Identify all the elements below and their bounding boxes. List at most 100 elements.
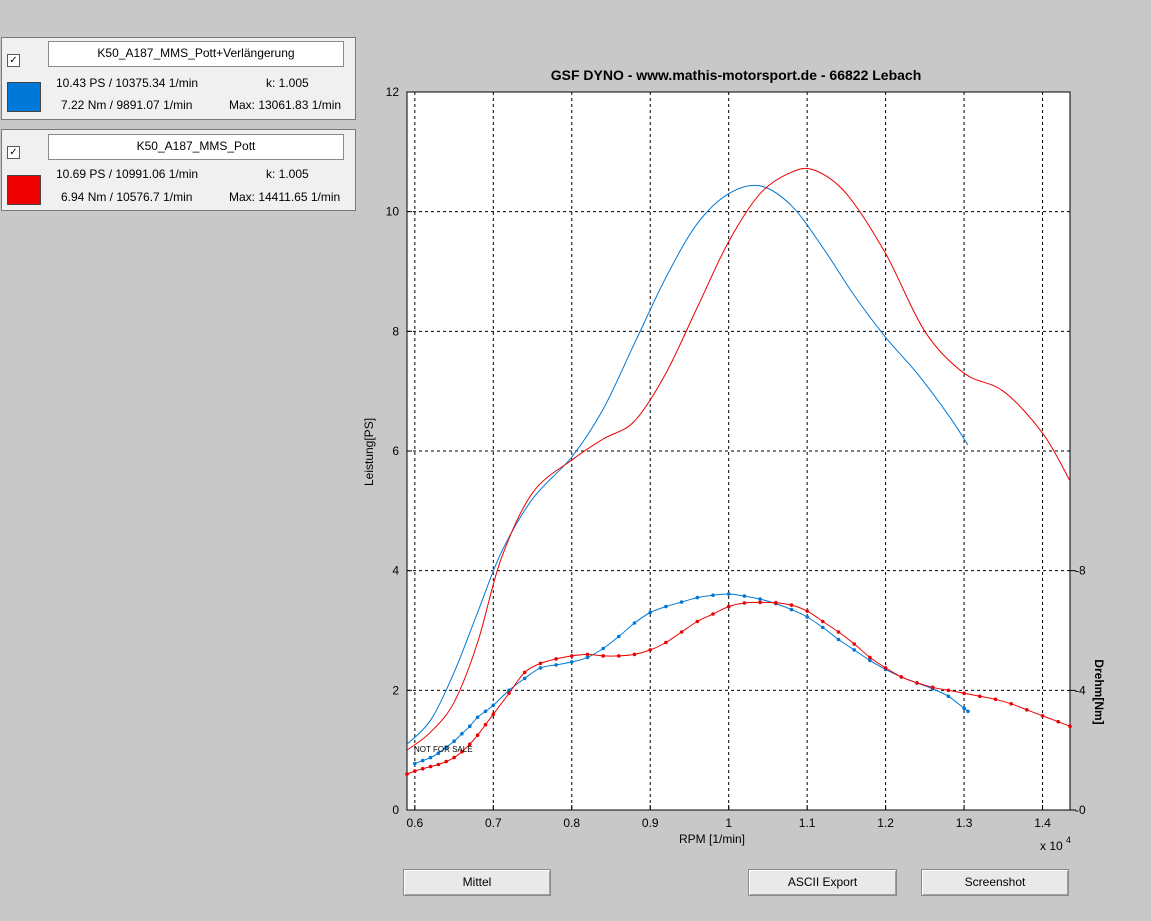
- torque-point: [711, 612, 715, 616]
- torque-point: [436, 751, 441, 755]
- run-1-checkbox[interactable]: ✓: [7, 54, 20, 67]
- x-tick-label: 1: [725, 816, 732, 830]
- y2-tick-label: -8: [1075, 564, 1086, 578]
- torque-point: [468, 742, 472, 746]
- torque-point: [507, 691, 511, 696]
- run-1-name-field[interactable]: K50_A187_MMS_Pott+Verlängerung: [48, 41, 344, 67]
- torque-point: [758, 600, 762, 605]
- torque-point: [483, 722, 488, 727]
- y-tick-label: 4: [392, 564, 399, 578]
- torque-point: [868, 655, 872, 660]
- run-1-max-rpm: Max: 13061.83 1/min: [229, 98, 342, 112]
- torque-point: [836, 630, 841, 634]
- run-2-checkbox[interactable]: ✓: [7, 146, 20, 159]
- run-panel-2: ✓ K50_A187_MMS_Pott 10.69 PS / 10991.06 …: [1, 129, 356, 211]
- torque-point: [601, 654, 605, 658]
- torque-point: [648, 610, 652, 615]
- torque-point: [679, 600, 684, 604]
- torque-point: [632, 652, 637, 657]
- torque-point: [774, 600, 778, 605]
- torque-point: [420, 766, 425, 771]
- power-curve: [406, 167, 1071, 751]
- y-tick-label: 12: [386, 85, 400, 99]
- torque-point: [413, 761, 417, 766]
- torque-point: [632, 621, 637, 625]
- torque-point: [726, 604, 731, 609]
- torque-point: [742, 594, 747, 598]
- torque-point: [962, 691, 966, 696]
- y-axis-label: Leistung[PS]: [362, 418, 376, 486]
- torque-point: [491, 703, 496, 708]
- run-1-color-swatch[interactable]: [7, 82, 41, 112]
- y2-tick-label: -0: [1075, 803, 1086, 817]
- mittel-button[interactable]: Mittel: [403, 869, 551, 896]
- axes: 0.6 0.7 0.8 0.9 1 1.1 1.2 1.3 1.4 0 2 4 6 8 10 12 -0 -4 -8: [386, 85, 1086, 830]
- torque-point: [1009, 702, 1013, 706]
- x-exponent: x 10: [1040, 839, 1063, 853]
- y-tick-label: 8: [392, 324, 399, 338]
- grid: [407, 92, 1070, 810]
- torque-point: [483, 709, 488, 714]
- torque-point: [1025, 708, 1029, 712]
- torque-point: [444, 759, 449, 764]
- x-tick-label: 1.3: [956, 816, 973, 830]
- torque-point: [695, 619, 700, 624]
- torque-point: [475, 733, 480, 737]
- run-2-torque: 6.94 Nm / 10576.7 1/min: [61, 190, 193, 204]
- torque-point: [460, 731, 464, 736]
- ascii-export-button[interactable]: ASCII Export: [748, 869, 897, 896]
- torque-point: [475, 715, 480, 720]
- torque-point: [805, 609, 809, 613]
- torque-point: [852, 648, 856, 652]
- torque-point: [570, 660, 574, 664]
- torque-point: [1056, 719, 1060, 724]
- torque-point: [1040, 714, 1045, 718]
- torque-point: [789, 603, 794, 607]
- y2-axis-label: Drehm[Nm]: [1092, 659, 1106, 724]
- x-tick-label: 1.1: [799, 816, 816, 830]
- torque-point: [742, 601, 747, 605]
- run-2-k-factor: k: 1.005: [266, 167, 309, 181]
- torque-point: [946, 688, 951, 693]
- torque-point: [413, 769, 417, 773]
- torque-point: [883, 666, 888, 670]
- torque-point: [726, 592, 731, 596]
- run-1-torque: 7.22 Nm / 9891.07 1/min: [61, 98, 193, 112]
- torque-point: [405, 772, 409, 776]
- torque-point: [758, 597, 762, 601]
- torque-point: [617, 634, 621, 639]
- run-2-name-field[interactable]: K50_A187_MMS_Pott: [48, 134, 344, 160]
- torque-point: [962, 706, 966, 711]
- torque-point: [554, 663, 558, 667]
- run-2-color-swatch[interactable]: [7, 175, 41, 205]
- torque-point: [617, 654, 621, 658]
- torque-point: [664, 640, 668, 645]
- torque-point: [821, 619, 825, 624]
- x-axis-label: RPM [1/min]: [679, 832, 745, 846]
- torque-point: [601, 646, 605, 651]
- torque-point: [452, 739, 456, 743]
- torque-point: [452, 755, 456, 760]
- torque-point: [679, 630, 684, 634]
- torque-point: [428, 764, 433, 769]
- x-tick-label: 1.4: [1034, 816, 1051, 830]
- torque-point: [585, 655, 590, 660]
- chart-title: GSF DYNO - www.mathis-motorsport.de - 66…: [551, 67, 922, 83]
- torque-point: [711, 593, 715, 597]
- torque-point: [695, 595, 700, 600]
- x-tick-label: 0.7: [485, 816, 502, 830]
- x-tick-label: 0.6: [407, 816, 424, 830]
- x-tick-label: 0.9: [642, 816, 659, 830]
- torque-point: [436, 762, 441, 767]
- torque-point: [899, 675, 904, 679]
- screenshot-button[interactable]: Screenshot: [921, 869, 1069, 896]
- torque-point: [930, 685, 935, 690]
- run-panel-1: ✓ K50_A187_MMS_Pott+Verlängerung 10.43 P…: [1, 37, 356, 120]
- torque-point: [664, 604, 668, 609]
- torque-point: [491, 712, 496, 717]
- torque-point: [538, 661, 543, 666]
- torque-point: [538, 666, 543, 670]
- torque-point: [460, 749, 464, 754]
- torque-point: [522, 676, 527, 681]
